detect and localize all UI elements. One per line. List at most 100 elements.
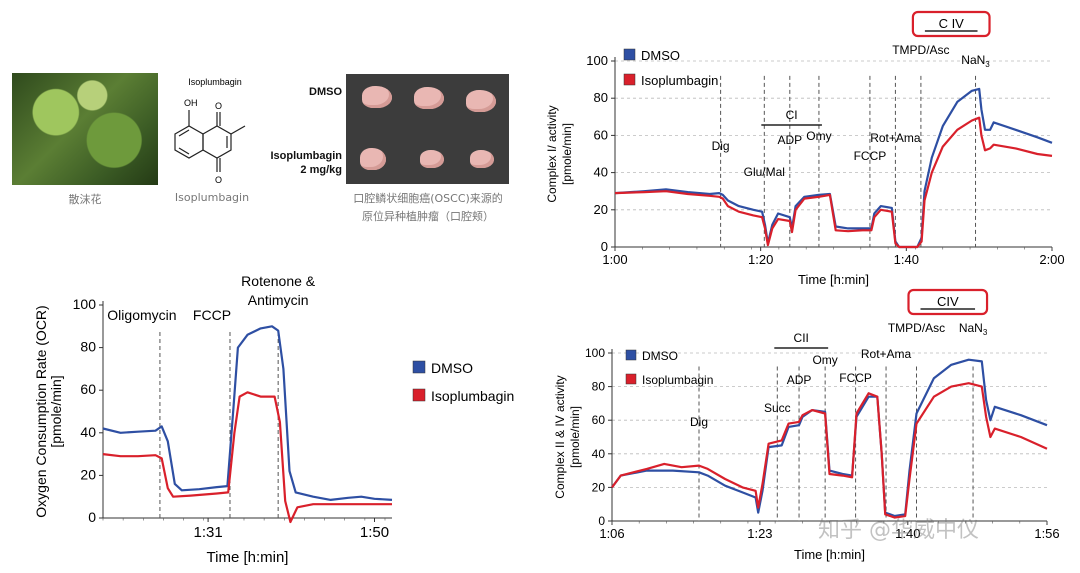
y-axis-label: Complex I/ activity bbox=[545, 105, 559, 202]
xenograft-caption-2: 原位异种植肿瘤（口腔颊） bbox=[362, 210, 494, 223]
y-tick-label: 80 bbox=[592, 380, 606, 394]
xenograft-caption-1: 口腔鳞状细胞癌(OSCC)来源的 bbox=[353, 192, 503, 205]
tumor-sample bbox=[470, 150, 494, 168]
x-axis-label: Time [h:min] bbox=[794, 547, 865, 562]
marker-label-2: Antimycin bbox=[248, 292, 309, 308]
tumor-sample bbox=[466, 90, 496, 112]
complex1-chart: 0 20 40 60 80 100 1:00 1:20 1:40 2:00 Time [h:min]… bbox=[545, 10, 1065, 287]
marker-label: Succ bbox=[764, 401, 791, 415]
series-line-isoplumbagin bbox=[611, 382, 1048, 519]
tumor-sample bbox=[360, 148, 386, 170]
complex2-plot: 0 20 40 60 80 100 1:06 1:23 1:40 1:56 Time [h:min]… bbox=[553, 288, 1060, 562]
marker-label: Omy bbox=[812, 353, 837, 367]
xenograft-label-dose: 2 mg/kg bbox=[300, 164, 342, 176]
x-tick-label: 1:20 bbox=[748, 252, 773, 267]
x-tick-label: 1:23 bbox=[747, 526, 772, 541]
y-tick-label: 20 bbox=[80, 466, 96, 482]
series-line-dmso bbox=[614, 87, 1053, 249]
watermark: 知乎 @华威中仪 bbox=[818, 518, 979, 543]
bracket-label: CII bbox=[794, 331, 809, 345]
boxed-frame bbox=[911, 10, 991, 38]
legend-label: Isoplumbagin bbox=[431, 388, 514, 404]
legend-swatch bbox=[625, 373, 637, 385]
legend-swatch bbox=[623, 48, 636, 61]
legend-swatch bbox=[412, 388, 426, 402]
y-axis-label: Oxygen Consumption Rate (OCR) bbox=[33, 305, 49, 517]
series-line-dmso bbox=[102, 325, 393, 501]
marker-label: Glu/Mal bbox=[744, 165, 785, 179]
ocr-chart: 0 20 40 60 80 100 1:31 1:50 Time [h:min] Oxygen C… bbox=[33, 273, 514, 566]
y-axis-unit-label: [pmole/min] bbox=[48, 375, 64, 447]
marker-label: NaN3 bbox=[959, 321, 988, 337]
marker-label: Oligomycin bbox=[107, 307, 176, 323]
y-tick-label: 0 bbox=[598, 514, 605, 528]
marker-label: FCCP bbox=[193, 307, 231, 323]
marker-label: Dig bbox=[712, 139, 730, 153]
marker-label: ADP bbox=[787, 373, 812, 387]
molecule-svg: Isoplumbagin OH O O bbox=[174, 77, 246, 185]
series-line-dmso bbox=[611, 358, 1048, 518]
x-tick-label: 1:00 bbox=[602, 252, 627, 267]
marker-label: Rotenone & bbox=[241, 273, 316, 289]
series-line-isoplumbagin bbox=[614, 116, 1053, 249]
y-tick-label: 100 bbox=[585, 346, 605, 360]
complex2-chart: 0 20 40 60 80 100 1:06 1:23 1:40 1:56 Time [h:min]… bbox=[553, 288, 1060, 562]
marker-label: Rot+Ama bbox=[870, 131, 921, 145]
marker-label: Omy bbox=[806, 129, 831, 143]
legend-swatch bbox=[625, 349, 637, 361]
series-line-isoplumbagin bbox=[102, 391, 392, 524]
boxed-label: CIV bbox=[937, 294, 959, 309]
boxed-frame bbox=[907, 288, 989, 316]
x-tick-label: 1:31 bbox=[193, 524, 222, 541]
marker-label: NaN3 bbox=[961, 53, 990, 69]
marker-label: TMPD/Asc bbox=[892, 43, 949, 57]
xenograft-label-dmso: DMSO bbox=[309, 86, 342, 98]
y-axis-label: Complex II & IV activity bbox=[553, 375, 567, 498]
xenograft-label-iso: Isoplumbagin bbox=[270, 150, 343, 162]
tumor-sample bbox=[414, 87, 444, 109]
y-tick-label: 100 bbox=[73, 296, 97, 312]
x-tick-label: 1:40 bbox=[895, 526, 920, 541]
marker-label: Rot+Ama bbox=[861, 347, 912, 361]
y-tick-label: 40 bbox=[594, 165, 608, 180]
y-tick-label: 80 bbox=[80, 339, 96, 355]
x-axis-label: Time [h:min] bbox=[798, 272, 869, 287]
ocr-plot: 0 20 40 60 80 100 1:31 1:50 Time [h:min] Oxygen C… bbox=[33, 273, 514, 566]
y-tick-label: 40 bbox=[592, 447, 606, 461]
molecule-bonds bbox=[174, 110, 246, 172]
plant-photo bbox=[12, 73, 158, 185]
boxed-label: C IV bbox=[939, 16, 965, 31]
marker-label: FCCP bbox=[839, 371, 872, 385]
legend-label: DMSO bbox=[431, 360, 473, 376]
x-axis-label: Time [h:min] bbox=[207, 549, 289, 566]
molecule-o-top: O bbox=[215, 101, 222, 111]
legend-swatch bbox=[623, 73, 636, 86]
legend-label: DMSO bbox=[642, 349, 678, 363]
molecule-caption: Isoplumbagin bbox=[174, 191, 250, 204]
molecule-title: Isoplumbagin bbox=[188, 77, 242, 87]
molecule-o-bottom: O bbox=[215, 175, 222, 185]
legend-label: DMSO bbox=[641, 48, 680, 63]
y-tick-label: 0 bbox=[88, 509, 96, 525]
x-tick-label: 2:00 bbox=[1039, 252, 1064, 267]
bracket-label: CI bbox=[786, 108, 798, 122]
legend-swatch bbox=[412, 360, 426, 374]
xenograft-photo bbox=[346, 74, 509, 184]
molecule-oh: OH bbox=[184, 98, 198, 108]
y-tick-label: 20 bbox=[592, 480, 606, 494]
marker-label: ADP bbox=[777, 133, 802, 147]
y-axis-unit-label: [pmole/min] bbox=[568, 406, 582, 468]
y-axis-unit-label: [pmole/min] bbox=[560, 123, 574, 185]
molecule-structure: Isoplumbagin OH O O bbox=[165, 72, 275, 192]
plant-caption: 散沫花 bbox=[68, 193, 102, 206]
y-tick-label: 60 bbox=[592, 413, 606, 427]
legend-label: Isoplumbagin bbox=[642, 373, 713, 387]
marker-label: FCCP bbox=[854, 149, 887, 163]
y-tick-label: 0 bbox=[601, 239, 608, 254]
marker-label: Dig bbox=[690, 415, 708, 429]
legend-label: Isoplumbagin bbox=[641, 73, 718, 88]
x-tick-label: 1:50 bbox=[360, 524, 389, 541]
x-tick-label: 1:06 bbox=[599, 526, 624, 541]
y-tick-label: 40 bbox=[80, 424, 96, 440]
x-tick-label: 1:40 bbox=[894, 252, 919, 267]
